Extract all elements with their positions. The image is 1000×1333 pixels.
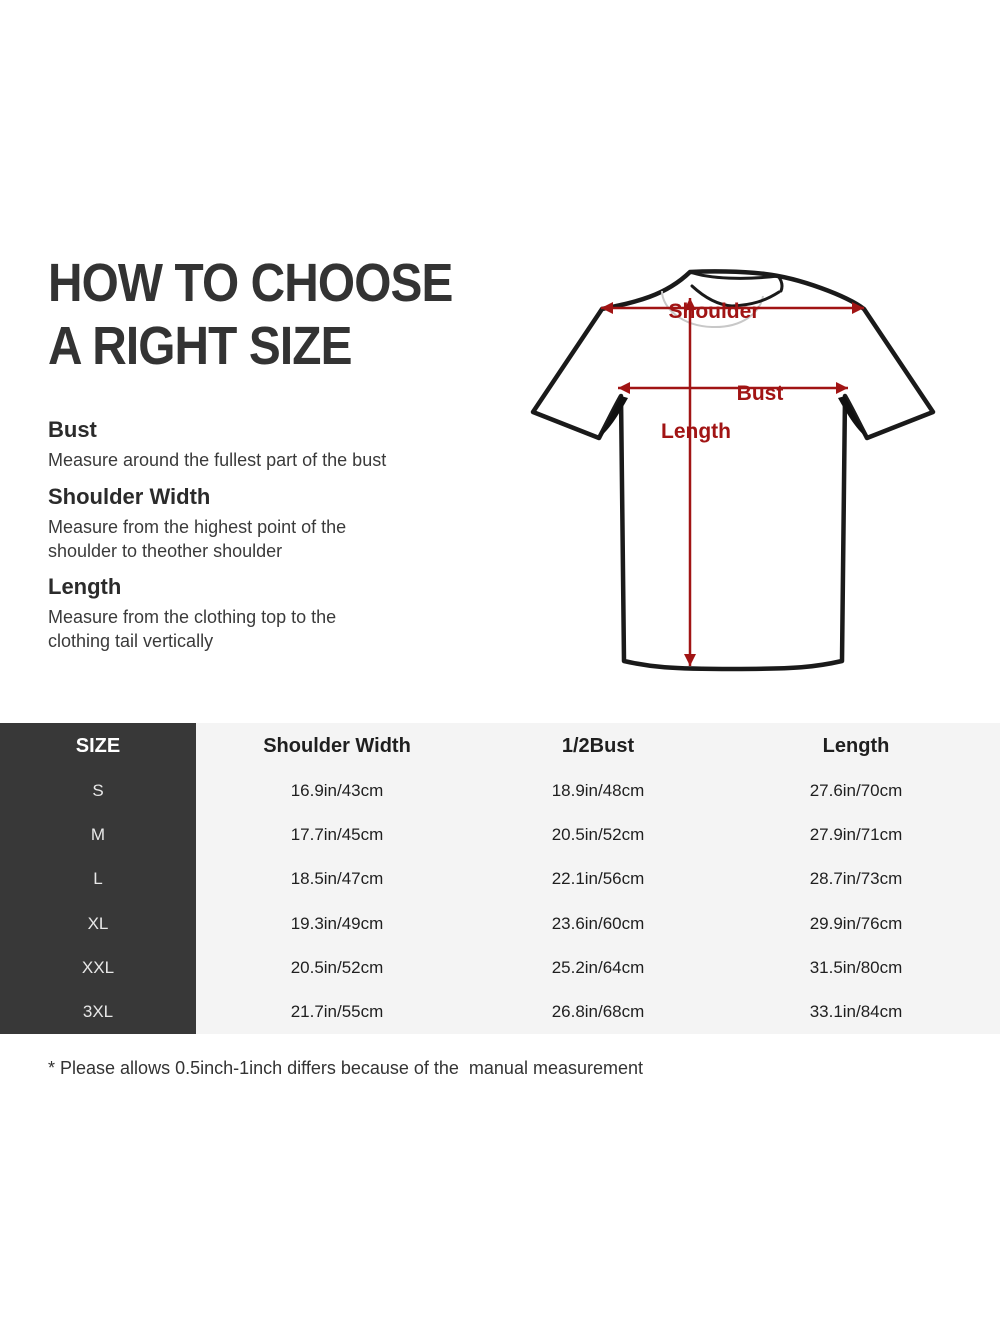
svg-text:Length: Length [661, 420, 731, 443]
svg-text:Shoulder: Shoulder [668, 300, 759, 323]
svg-text:Bust: Bust [737, 382, 784, 405]
